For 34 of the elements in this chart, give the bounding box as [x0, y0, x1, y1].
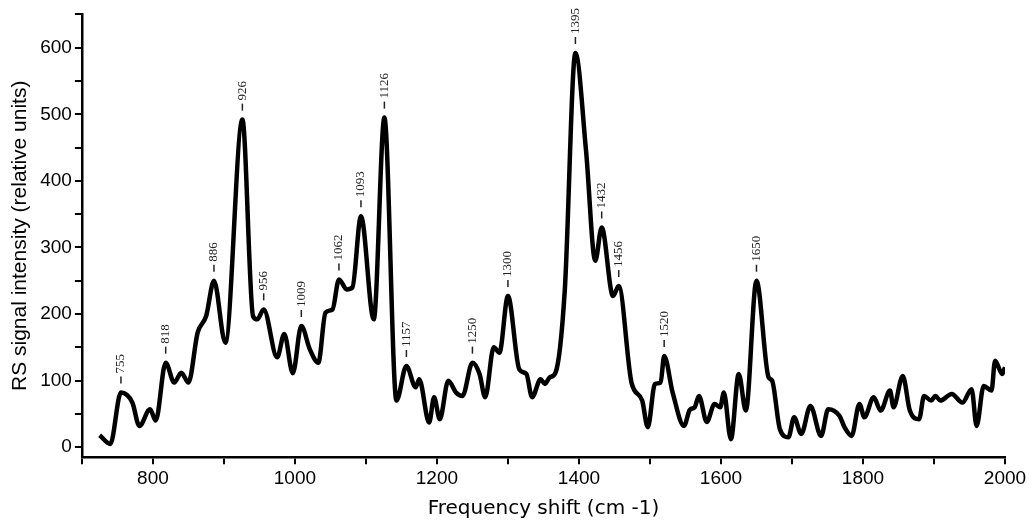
annotation: 1300	[499, 251, 515, 278]
annotation: 1395	[566, 8, 582, 35]
annotation: 1432	[593, 182, 609, 209]
annotation: 818	[157, 324, 173, 344]
line-series	[97, 50, 1005, 447]
x-tick-label: 1200	[415, 466, 459, 488]
y-axis-title: RS signal intensity (relative units)	[7, 80, 31, 392]
y-tick-label: 100	[40, 368, 72, 390]
annotation: 1093	[352, 171, 368, 198]
y-tick-label: 400	[40, 169, 72, 191]
x-tick-label: 800	[137, 466, 169, 488]
x-tick-label: 1600	[699, 466, 743, 488]
x-tick-label: 1000	[273, 466, 317, 488]
annotation: 1126	[375, 72, 391, 99]
annotation: 886	[205, 241, 221, 262]
x-tick-label: 1800	[841, 466, 885, 488]
annotation: 1009	[292, 281, 308, 308]
x-tick-label: 2000	[983, 466, 1027, 488]
y-tick-label: 200	[40, 302, 72, 324]
y-tick-label: 300	[40, 235, 72, 257]
y-tick-label: 500	[40, 102, 72, 124]
x-tick-label: 1400	[557, 466, 601, 488]
annotation: 1456	[610, 240, 626, 268]
y-tick-label: 0	[61, 435, 72, 457]
annotation: 1062	[330, 234, 346, 261]
y-tick-label: 600	[40, 35, 72, 57]
annotation: 1650	[747, 235, 763, 262]
annotation: 1520	[655, 310, 671, 337]
annotation: 926	[233, 80, 249, 101]
x-axis-title: Frequency shift (cm -1)	[427, 495, 660, 520]
annotation: 755	[112, 354, 128, 374]
annotation: 956	[255, 270, 271, 291]
annotation: 1157	[397, 320, 413, 347]
annotation: 1250	[463, 317, 479, 344]
